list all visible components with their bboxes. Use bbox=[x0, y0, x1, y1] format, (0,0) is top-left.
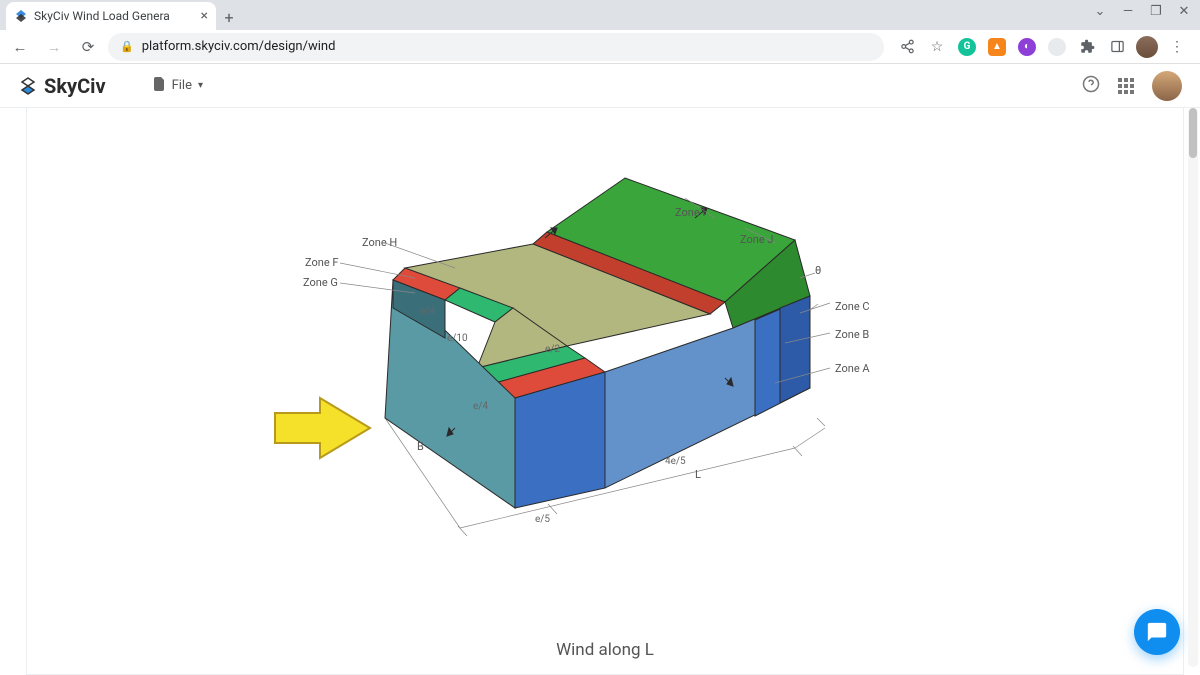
label-b: B bbox=[417, 440, 424, 453]
logo[interactable]: SkyCiv bbox=[18, 74, 106, 98]
tab-title: SkyCiv Wind Load Genera bbox=[34, 9, 195, 23]
close-window-icon[interactable]: ✕ bbox=[1176, 4, 1192, 19]
chevron-down-icon: ▾ bbox=[198, 80, 203, 91]
window-controls: ⌄ — ❐ ✕ bbox=[1092, 4, 1192, 19]
wind-zone-diagram: Zone H Zone F Zone G Zone I Zone J θ Zon… bbox=[255, 128, 955, 608]
browser-tab[interactable]: SkyCiv Wind Load Genera × bbox=[6, 2, 216, 30]
label-zone-g: Zone G bbox=[303, 276, 338, 289]
label-zone-b: Zone B bbox=[835, 328, 869, 341]
label-zone-j: Zone J bbox=[740, 233, 773, 246]
chevron-down-icon[interactable]: ⌄ bbox=[1092, 4, 1108, 19]
apps-grid-icon[interactable] bbox=[1118, 78, 1134, 94]
label-zone-f: Zone F bbox=[305, 256, 338, 269]
extension-purple-icon[interactable]: ◐ bbox=[1016, 36, 1038, 58]
dim-4e5: 4e/5 bbox=[665, 456, 686, 467]
share-icon[interactable] bbox=[896, 36, 918, 58]
lock-icon: 🔒 bbox=[120, 40, 134, 53]
label-zone-h: Zone H bbox=[362, 236, 397, 249]
dim-e4: e/4 bbox=[473, 401, 488, 412]
brand-name: SkyCiv bbox=[44, 74, 106, 98]
label-zone-c: Zone C bbox=[835, 300, 870, 313]
label-l: L bbox=[695, 468, 701, 481]
tab-close-icon[interactable]: × bbox=[201, 8, 208, 24]
new-tab-button[interactable]: + bbox=[216, 4, 242, 30]
diagram-caption: Wind along L bbox=[27, 640, 1183, 660]
dim-e5: e/5 bbox=[535, 514, 550, 525]
logo-mark-icon bbox=[18, 76, 38, 96]
url-text: platform.skyciv.com/design/wind bbox=[142, 39, 336, 54]
address-bar[interactable]: 🔒 platform.skyciv.com/design/wind bbox=[108, 33, 884, 61]
header-right bbox=[1082, 71, 1182, 101]
file-menu[interactable]: File ▾ bbox=[154, 77, 203, 95]
label-theta: θ bbox=[815, 264, 821, 277]
dim-e10: e/10 bbox=[447, 333, 468, 344]
back-button[interactable]: ← bbox=[6, 33, 34, 61]
extension-grammarly-icon[interactable]: G bbox=[956, 36, 978, 58]
content-card: Zone H Zone F Zone G Zone I Zone J θ Zon… bbox=[26, 108, 1184, 675]
label-zone-a: Zone A bbox=[835, 362, 870, 375]
label-zone-i: Zone I bbox=[675, 206, 705, 219]
reload-button[interactable]: ⟳ bbox=[74, 33, 102, 61]
browser-toolbar: ← → ⟳ 🔒 platform.skyciv.com/design/wind … bbox=[0, 30, 1200, 64]
dim-e4-top: e/4 bbox=[420, 306, 435, 317]
tab-strip: SkyCiv Wind Load Genera × + bbox=[0, 0, 1200, 30]
dim-e2: e/2 bbox=[545, 344, 560, 355]
help-icon[interactable] bbox=[1082, 75, 1100, 97]
toolbar-actions: ☆ G ▲ ◐ ⋮ bbox=[890, 36, 1194, 58]
bookmark-icon[interactable]: ☆ bbox=[926, 36, 948, 58]
kebab-menu-icon[interactable]: ⋮ bbox=[1166, 36, 1188, 58]
viewport: Zone H Zone F Zone G Zone I Zone J θ Zon… bbox=[0, 108, 1200, 675]
profile-avatar[interactable] bbox=[1136, 36, 1158, 58]
extension-grey-icon[interactable] bbox=[1046, 36, 1068, 58]
app-header: SkyCiv File ▾ bbox=[0, 64, 1200, 108]
minimize-icon[interactable]: — bbox=[1120, 4, 1136, 19]
sidepanel-icon[interactable] bbox=[1106, 36, 1128, 58]
user-avatar[interactable] bbox=[1152, 71, 1182, 101]
chat-widget-button[interactable] bbox=[1134, 609, 1180, 655]
file-menu-label: File bbox=[172, 78, 192, 93]
forward-button[interactable]: → bbox=[40, 33, 68, 61]
scrollbar[interactable] bbox=[1188, 108, 1198, 667]
tab-favicon-icon bbox=[14, 9, 28, 23]
file-icon bbox=[154, 77, 166, 95]
browser-chrome: SkyCiv Wind Load Genera × + ⌄ — ❐ ✕ ← → … bbox=[0, 0, 1200, 64]
maximize-icon[interactable]: ❐ bbox=[1148, 4, 1164, 19]
extensions-icon[interactable] bbox=[1076, 36, 1098, 58]
extension-metamask-icon[interactable]: ▲ bbox=[986, 36, 1008, 58]
scrollbar-thumb[interactable] bbox=[1189, 108, 1197, 158]
